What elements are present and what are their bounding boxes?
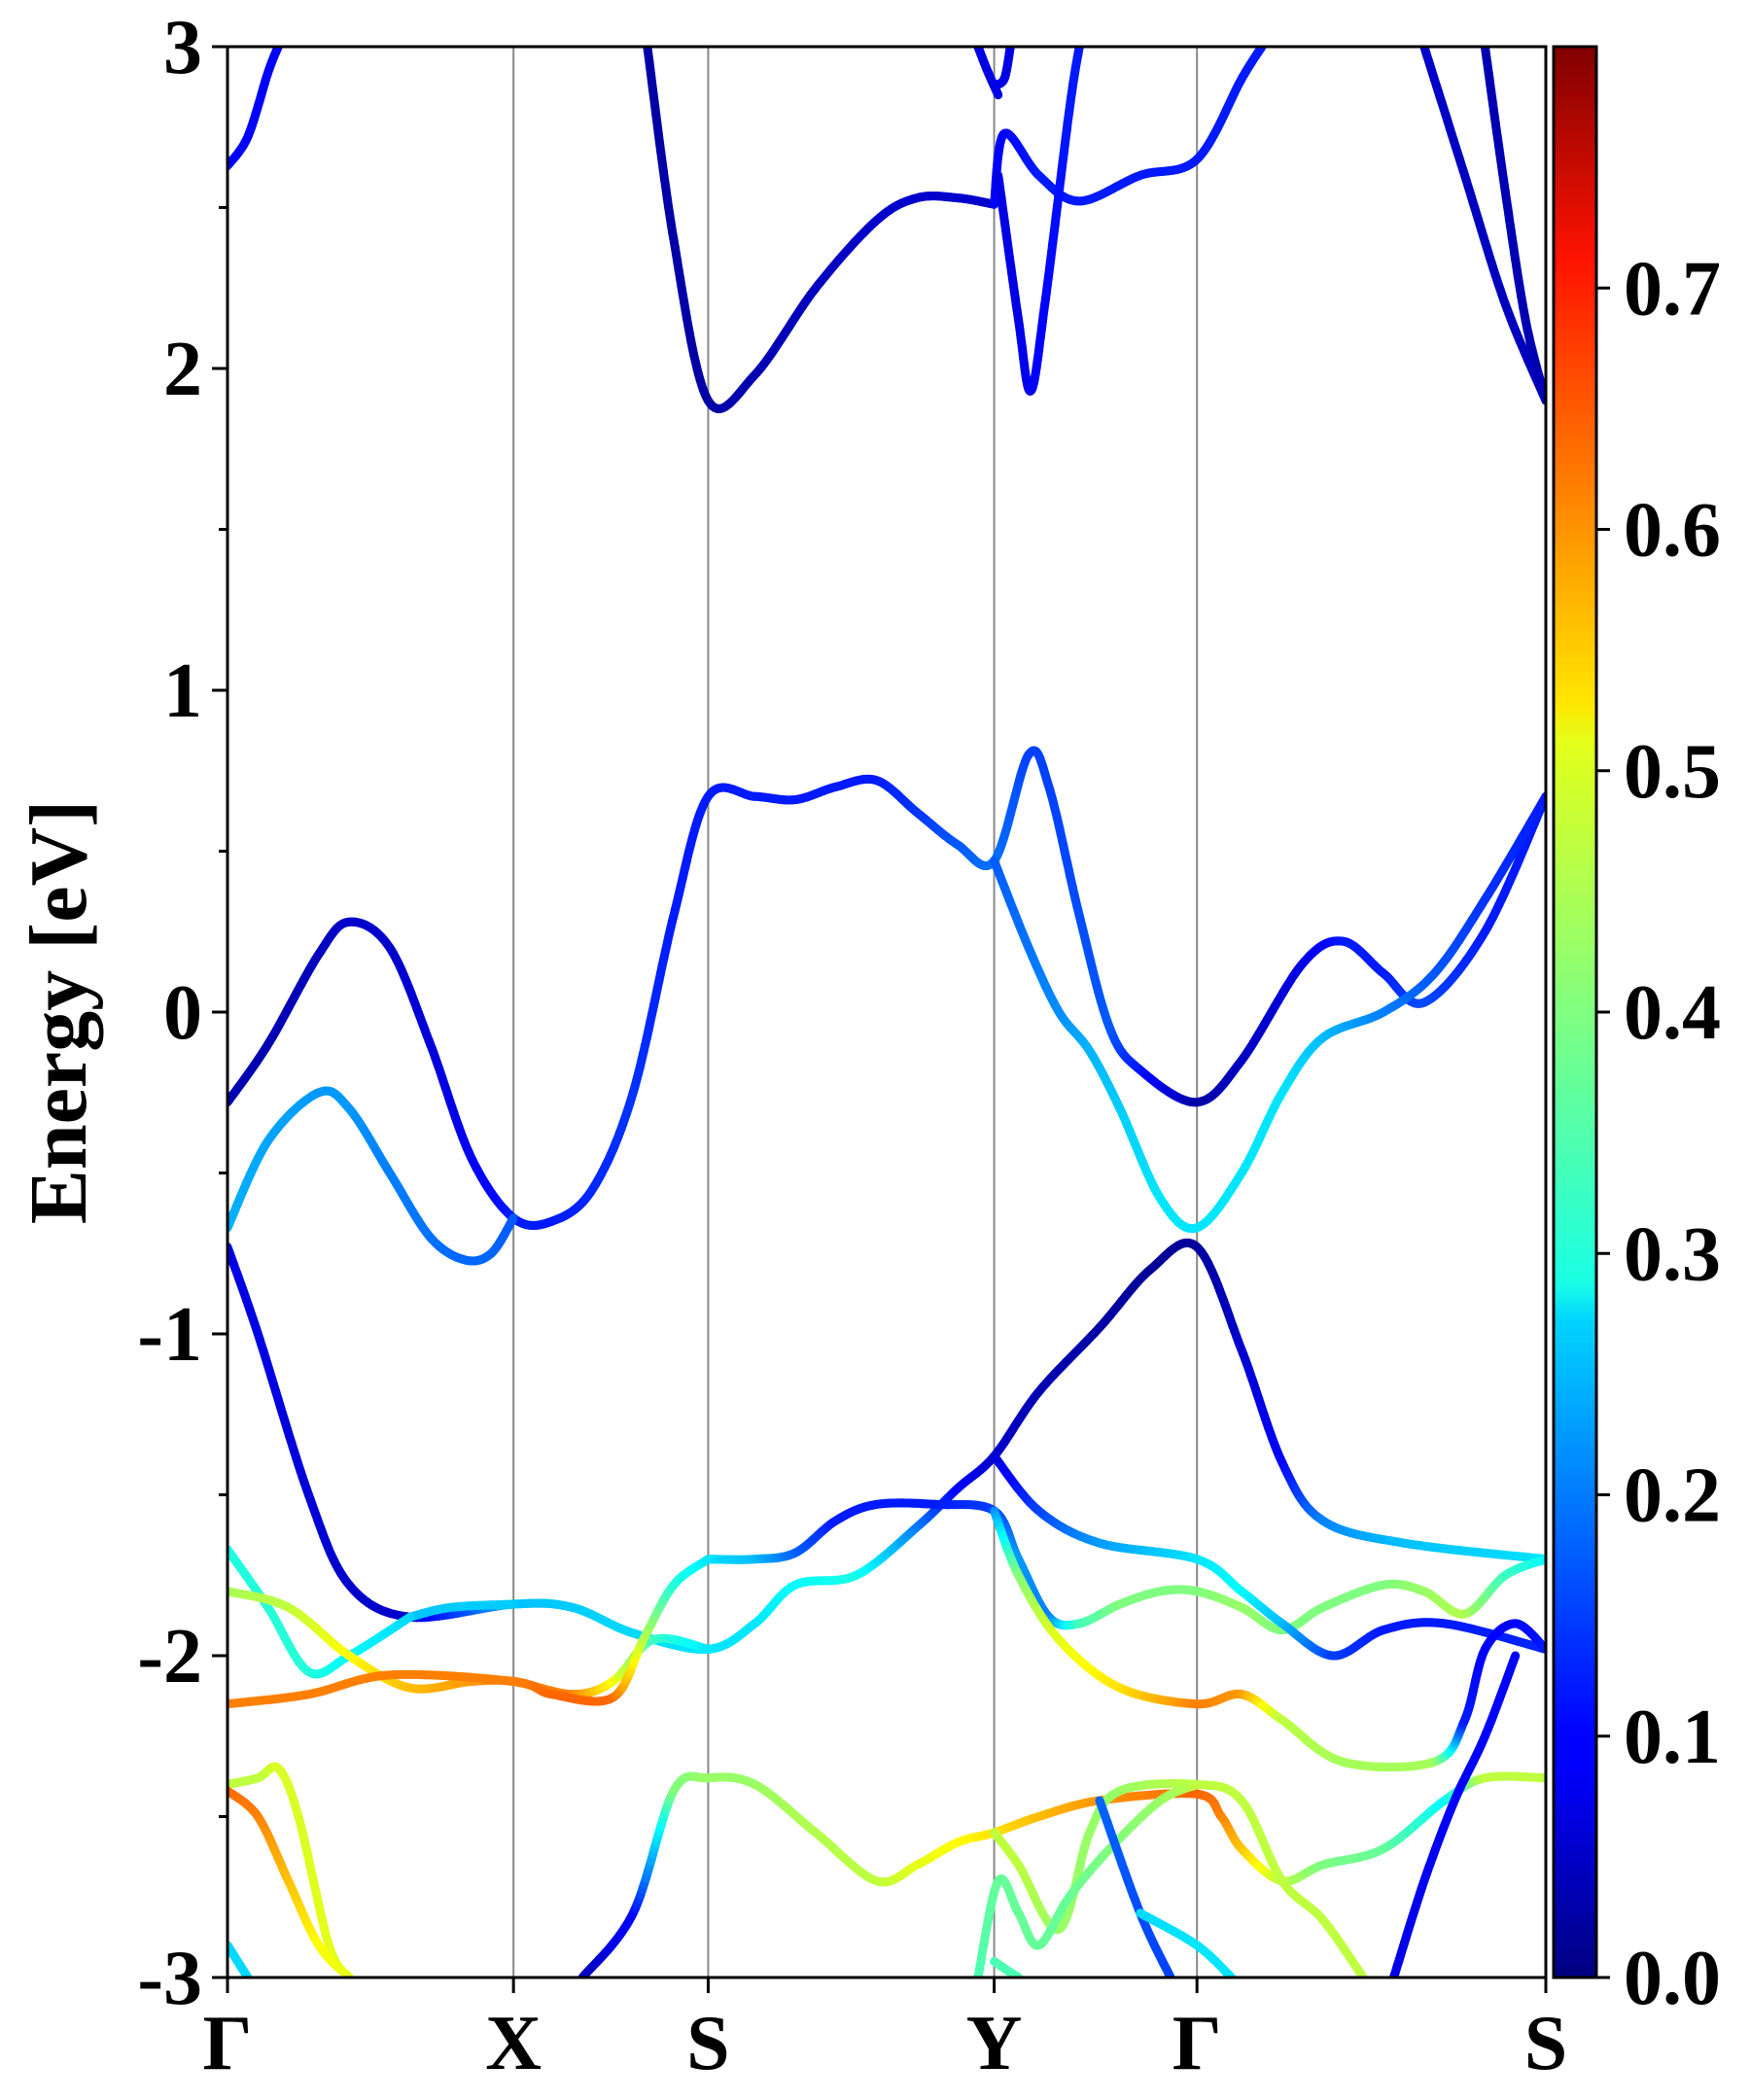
band-v3	[990, 791, 1546, 1234]
band-c1-mid	[643, 47, 999, 413]
band-v14	[578, 1771, 1546, 1978]
band-v8	[228, 1545, 415, 1679]
band-v6	[703, 1498, 1546, 1634]
band-segment	[403, 1612, 415, 1623]
bands-group	[228, 47, 1546, 1978]
band-v10	[228, 1555, 713, 1709]
kpath-divider-lines	[512, 47, 1199, 1978]
band-c4-y	[973, 47, 1003, 100]
band-c1-left	[228, 47, 283, 170]
band-v1	[228, 746, 1546, 1230]
band-v11	[990, 1506, 1546, 1772]
band-c2-mid	[990, 47, 1267, 209]
band-segment	[508, 1213, 518, 1224]
band-v9	[228, 1587, 713, 1699]
band-v2	[228, 1086, 518, 1266]
band-v5	[405, 1599, 518, 1622]
band-c5-dip	[994, 47, 1084, 396]
band-c3-y	[990, 47, 1015, 90]
band-segment	[703, 1555, 713, 1564]
band-v4	[228, 1238, 1546, 1654]
band-c7-right	[1480, 47, 1546, 405]
